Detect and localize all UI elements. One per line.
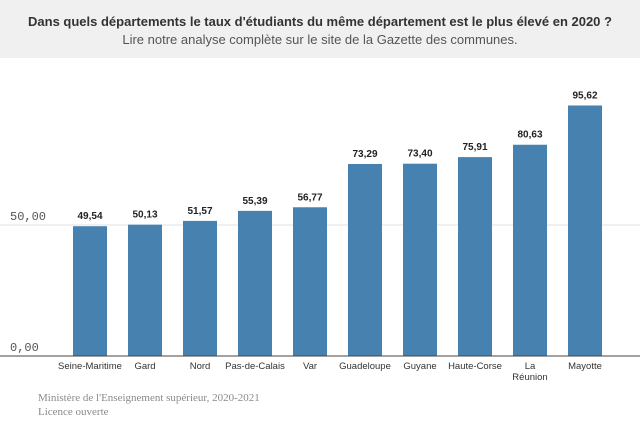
x-tick-label: Nord bbox=[190, 361, 211, 372]
chart-header: Dans quels départements le taux d'étudia… bbox=[0, 0, 640, 58]
y-tick-label: 50,00 bbox=[10, 210, 46, 224]
x-tick-label: La bbox=[525, 361, 536, 372]
data-label: 73,40 bbox=[407, 149, 432, 160]
x-tick-label: Réunion bbox=[512, 372, 547, 383]
data-label: 55,39 bbox=[242, 196, 267, 207]
data-label: 73,29 bbox=[352, 149, 377, 160]
bar bbox=[183, 220, 217, 356]
x-tick-label: Gard bbox=[134, 361, 155, 372]
bar bbox=[458, 157, 492, 356]
x-tick-label: Guadeloupe bbox=[339, 361, 391, 372]
bar bbox=[73, 226, 107, 356]
bar bbox=[348, 163, 382, 356]
license-note: Licence ouverte bbox=[38, 406, 109, 418]
x-tick-label: Seine-Maritime bbox=[58, 361, 122, 372]
x-tick-label: Pas-de-Calais bbox=[225, 361, 285, 372]
data-label: 49,54 bbox=[77, 211, 102, 222]
x-tick-label: Mayotte bbox=[568, 361, 602, 372]
bar bbox=[128, 224, 162, 356]
bar bbox=[403, 163, 437, 356]
bar bbox=[238, 210, 272, 356]
data-label: 80,63 bbox=[517, 130, 542, 141]
bar bbox=[513, 144, 547, 356]
bar bbox=[293, 207, 327, 356]
x-tick-label: Haute-Corse bbox=[448, 361, 502, 372]
data-label: 75,91 bbox=[462, 142, 487, 153]
source-note: Ministère de l'Enseignement supérieur, 2… bbox=[38, 392, 260, 404]
y-tick-label: 0,00 bbox=[10, 341, 39, 355]
bar bbox=[568, 105, 602, 356]
chart-subtitle: Lire notre analyse complète sur le site … bbox=[122, 32, 518, 47]
chart-title: Dans quels départements le taux d'étudia… bbox=[28, 14, 612, 29]
x-tick-label: Var bbox=[303, 361, 317, 372]
data-label: 95,62 bbox=[572, 90, 597, 101]
data-label: 51,57 bbox=[187, 206, 212, 217]
x-tick-label: Guyane bbox=[403, 361, 436, 372]
data-label: 56,77 bbox=[297, 192, 322, 203]
data-label: 50,13 bbox=[132, 210, 157, 221]
